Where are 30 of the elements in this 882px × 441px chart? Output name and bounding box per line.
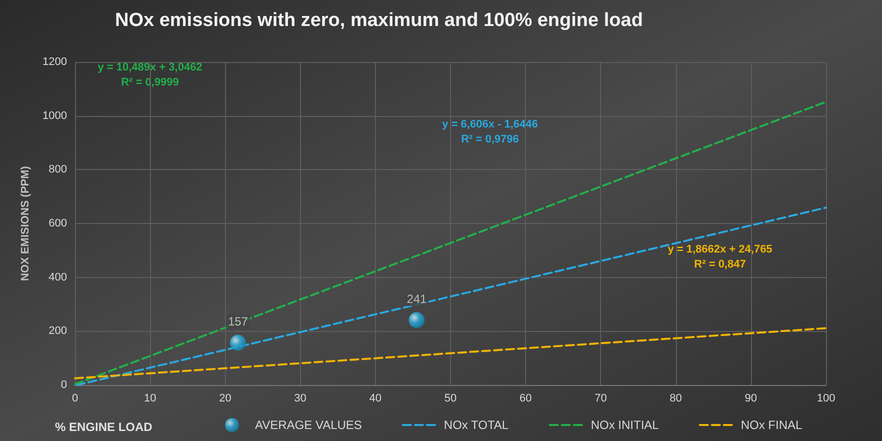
- x-tick-label: 10: [144, 392, 156, 404]
- y-tick-label: 1200: [42, 56, 67, 68]
- x-tick-label: 100: [816, 392, 836, 404]
- x-tick-label: 20: [219, 392, 232, 404]
- x-tick-label: 60: [519, 392, 532, 404]
- y-tick-label: 0: [60, 379, 67, 391]
- x-tick-label: 50: [444, 392, 457, 404]
- x-tick-label: 80: [670, 392, 682, 404]
- annotation: y = 10,489x + 3,0462 R² = 0,9999: [98, 62, 202, 88]
- legend-label: NOx INITIAL: [590, 418, 660, 432]
- y-tick-label: 1000: [42, 110, 67, 122]
- y-axis-title: NOX EMISIONS (PPM): [20, 166, 32, 281]
- x-axis-title: % ENGINE LOAD: [55, 420, 153, 434]
- y-tick-label: 600: [48, 218, 67, 230]
- chart-title: NOx emissions with zero, maximum and 100% engine load: [115, 10, 643, 31]
- annotation: y = 6,606x - 1,6446 R² = 0,9796: [442, 118, 538, 146]
- data-label: 157: [228, 314, 248, 329]
- x-tick-label: 0: [72, 392, 78, 404]
- x-tick-label: 70: [594, 392, 607, 404]
- legend-label: NOx FINAL: [740, 418, 803, 432]
- y-tick-label: 200: [48, 325, 67, 338]
- annotation: y = 1,8662x + 24,765 R² = 0,847: [668, 244, 772, 270]
- y-tick-label: 400: [48, 271, 67, 284]
- y-tick-label: 800: [48, 164, 67, 176]
- x-tick-label: 40: [369, 392, 382, 404]
- x-tick-label: 30: [294, 392, 306, 404]
- x-tick-label: 90: [744, 392, 758, 404]
- legend-label: AVERAGE VALUES: [255, 418, 362, 432]
- data-label: 241: [406, 292, 428, 306]
- legend-label: NOx TOTAL: [444, 418, 509, 432]
